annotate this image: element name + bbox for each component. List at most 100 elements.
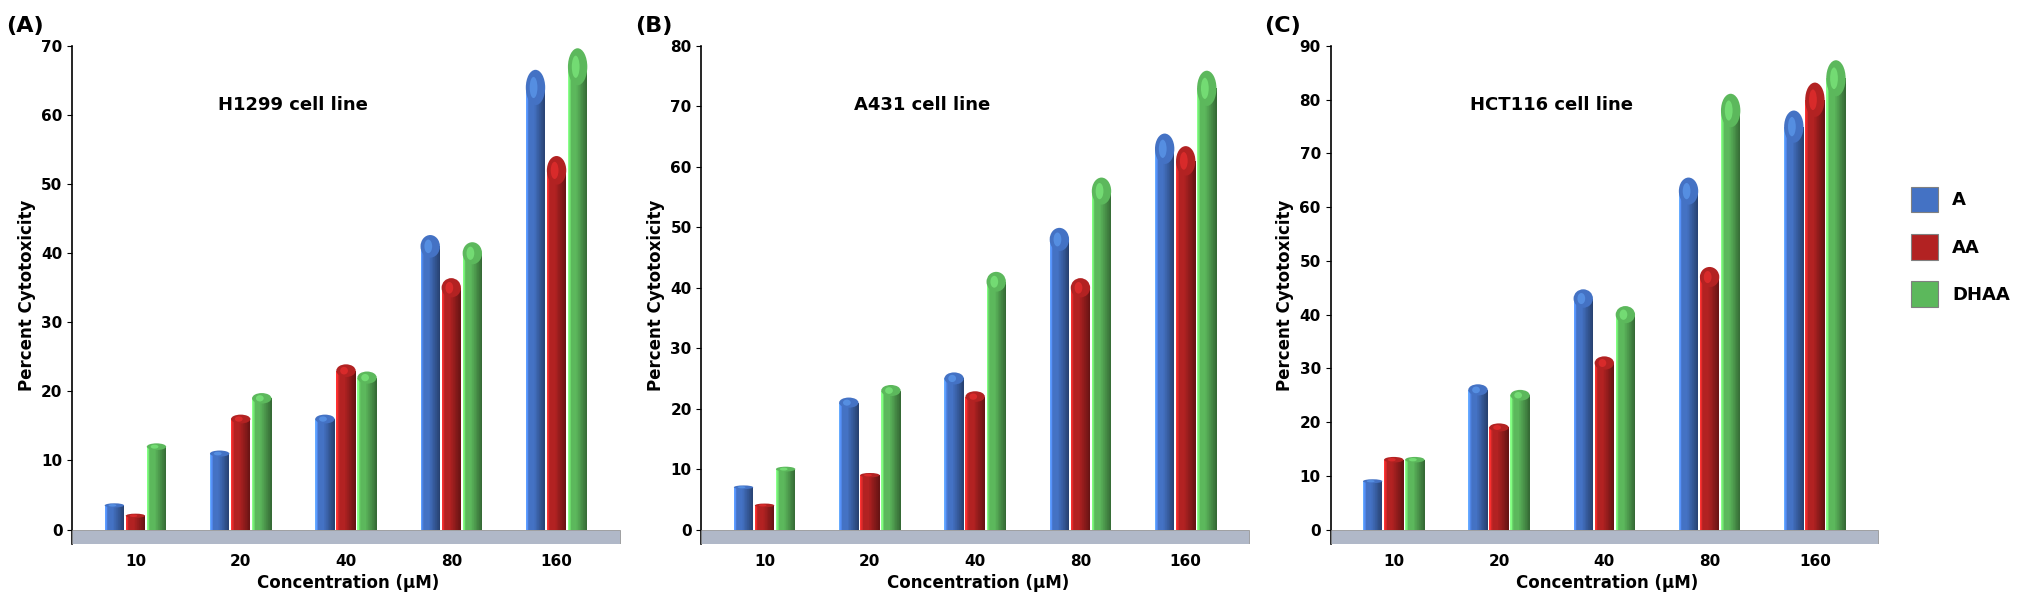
Ellipse shape <box>337 364 356 377</box>
Ellipse shape <box>839 398 858 407</box>
Ellipse shape <box>949 375 955 382</box>
Ellipse shape <box>1784 110 1804 143</box>
Ellipse shape <box>1091 178 1112 205</box>
Ellipse shape <box>146 443 167 450</box>
Ellipse shape <box>1804 83 1825 117</box>
Ellipse shape <box>1154 133 1174 164</box>
Ellipse shape <box>126 513 144 518</box>
Ellipse shape <box>969 393 977 400</box>
Ellipse shape <box>734 485 754 489</box>
Ellipse shape <box>1075 282 1083 294</box>
Ellipse shape <box>1053 233 1061 247</box>
Ellipse shape <box>1678 178 1699 205</box>
Bar <box>73 530 620 544</box>
Ellipse shape <box>362 374 370 381</box>
Ellipse shape <box>1788 117 1796 136</box>
Ellipse shape <box>1599 359 1605 367</box>
Ellipse shape <box>1388 458 1396 462</box>
Ellipse shape <box>1682 183 1691 199</box>
Bar <box>701 530 1250 544</box>
Ellipse shape <box>1158 139 1166 158</box>
Ellipse shape <box>1368 480 1374 482</box>
Ellipse shape <box>106 503 124 507</box>
Ellipse shape <box>1514 392 1522 398</box>
Ellipse shape <box>1201 78 1209 99</box>
Ellipse shape <box>843 400 851 406</box>
Ellipse shape <box>1725 100 1733 121</box>
X-axis label: Concentration (μM): Concentration (μM) <box>1516 574 1699 593</box>
Ellipse shape <box>1404 457 1424 462</box>
Ellipse shape <box>213 452 221 456</box>
Ellipse shape <box>130 515 138 517</box>
Ellipse shape <box>1721 94 1739 127</box>
Ellipse shape <box>441 278 461 297</box>
Ellipse shape <box>319 417 327 421</box>
Ellipse shape <box>945 373 963 384</box>
Y-axis label: Percent Cytotoxicity: Percent Cytotoxicity <box>646 199 664 391</box>
Legend: A, AA, DHAA: A, AA, DHAA <box>1904 180 2018 314</box>
Ellipse shape <box>1489 423 1508 432</box>
Text: HCT116 cell line: HCT116 cell line <box>1471 96 1634 114</box>
Ellipse shape <box>776 466 795 471</box>
Ellipse shape <box>463 242 482 264</box>
Ellipse shape <box>526 70 545 105</box>
Ellipse shape <box>780 468 788 471</box>
Y-axis label: Percent Cytotoxicity: Percent Cytotoxicity <box>1276 199 1294 391</box>
Ellipse shape <box>236 417 242 421</box>
Ellipse shape <box>256 395 264 401</box>
Text: H1299 cell line: H1299 cell line <box>217 96 368 114</box>
Ellipse shape <box>1510 390 1530 401</box>
Ellipse shape <box>232 415 250 423</box>
Ellipse shape <box>1831 68 1837 89</box>
Ellipse shape <box>1615 306 1636 323</box>
Ellipse shape <box>551 162 559 179</box>
Ellipse shape <box>150 445 158 449</box>
Ellipse shape <box>209 451 230 457</box>
Ellipse shape <box>315 415 335 423</box>
Ellipse shape <box>990 276 998 287</box>
Y-axis label: Percent Cytotoxicity: Percent Cytotoxicity <box>18 199 37 391</box>
Ellipse shape <box>986 272 1006 292</box>
Text: (A): (A) <box>6 16 43 36</box>
Text: (B): (B) <box>636 16 673 36</box>
Bar <box>1331 530 1878 544</box>
Ellipse shape <box>1051 228 1069 251</box>
Ellipse shape <box>1408 458 1416 462</box>
Ellipse shape <box>1071 278 1089 297</box>
Ellipse shape <box>1469 384 1487 395</box>
Ellipse shape <box>882 385 900 396</box>
Ellipse shape <box>965 391 986 402</box>
Text: (C): (C) <box>1264 16 1300 36</box>
X-axis label: Concentration (μM): Concentration (μM) <box>258 574 439 593</box>
Ellipse shape <box>1620 309 1628 320</box>
Ellipse shape <box>1577 293 1585 304</box>
X-axis label: Concentration (μM): Concentration (μM) <box>886 574 1069 593</box>
Ellipse shape <box>1095 183 1103 199</box>
Ellipse shape <box>339 367 347 375</box>
Ellipse shape <box>1181 152 1187 170</box>
Ellipse shape <box>567 48 587 85</box>
Ellipse shape <box>886 387 892 394</box>
Ellipse shape <box>864 474 872 476</box>
Ellipse shape <box>1494 425 1502 430</box>
Ellipse shape <box>108 504 116 507</box>
Ellipse shape <box>530 77 536 98</box>
Ellipse shape <box>425 239 433 253</box>
Ellipse shape <box>1827 60 1845 96</box>
Ellipse shape <box>1573 289 1593 308</box>
Ellipse shape <box>467 247 473 260</box>
Ellipse shape <box>421 235 439 258</box>
Ellipse shape <box>1471 387 1479 393</box>
Ellipse shape <box>358 371 376 384</box>
Ellipse shape <box>445 282 453 294</box>
Ellipse shape <box>1595 356 1613 370</box>
Ellipse shape <box>1703 271 1711 283</box>
Ellipse shape <box>758 504 766 507</box>
Ellipse shape <box>1384 457 1404 462</box>
Ellipse shape <box>738 486 746 488</box>
Ellipse shape <box>252 393 272 404</box>
Ellipse shape <box>756 504 774 507</box>
Ellipse shape <box>547 156 567 185</box>
Ellipse shape <box>1363 479 1382 483</box>
Text: A431 cell line: A431 cell line <box>853 96 992 114</box>
